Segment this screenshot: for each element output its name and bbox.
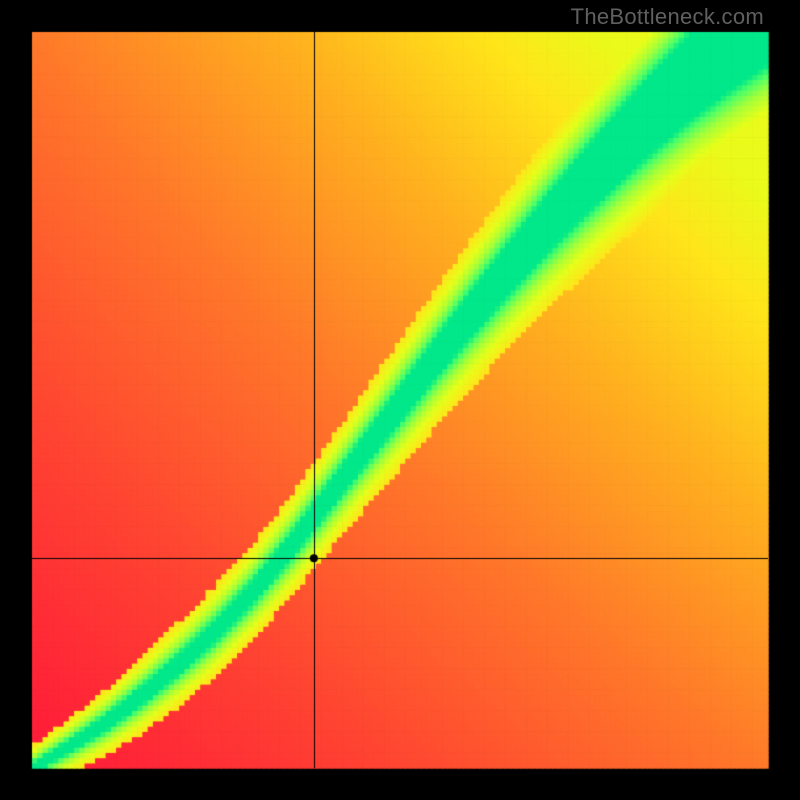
chart-frame: TheBottleneck.com: [0, 0, 800, 800]
site-watermark: TheBottleneck.com: [571, 4, 764, 30]
bottleneck-heatmap-canvas: [0, 0, 800, 800]
